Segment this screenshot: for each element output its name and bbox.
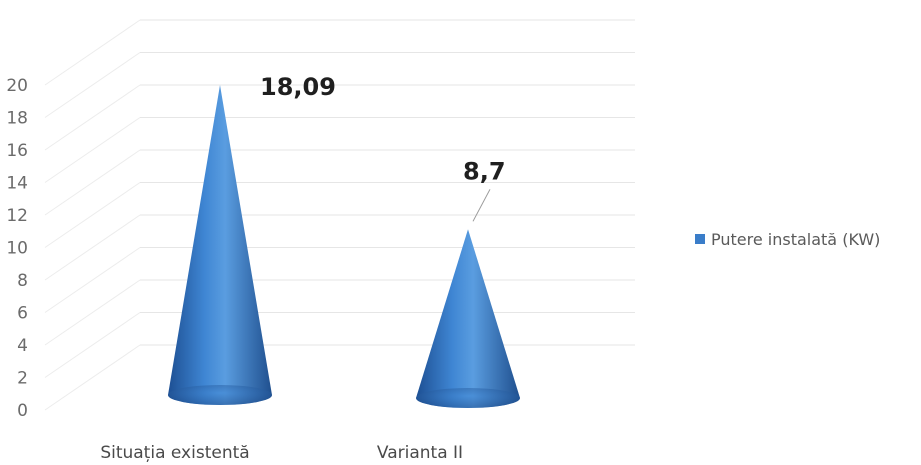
y-tick-label: 4 [17,336,28,356]
y-tick-label: 6 [17,304,28,324]
data-label: 18,09 [260,73,336,101]
gridline-depth [44,214,141,281]
gridline-depth [44,52,141,118]
y-tick-label: 16 [6,141,28,161]
gridline-depth [44,182,141,248]
gridline-depth [44,149,141,216]
cone-bar [168,85,272,405]
x-category-label: Situația existentă [100,443,249,463]
x-axis: Situația existentă Varianta II [100,443,463,463]
cones [168,85,520,408]
gridline-depth [44,84,141,151]
y-tick-label: 14 [6,174,28,194]
y-axis: 0 2 4 6 8 10 12 14 16 18 20 [6,76,28,421]
data-labels: 18,09 8,7 [260,73,506,222]
gridline-depth [44,312,141,378]
gridline-depth [44,19,141,86]
legend-label: Putere instalată (KW) [711,230,880,249]
cone-bar [416,229,520,408]
y-tick-label: 8 [17,271,28,291]
data-label: 8,7 [463,157,506,185]
x-category-label: Varianta II [377,443,463,463]
y-tick-label: 2 [17,369,28,389]
gridline-depth [44,344,141,411]
y-tick-label: 10 [6,239,28,259]
y-tick-label: 18 [6,109,28,129]
y-tick-label: 12 [6,206,28,226]
legend-swatch [695,234,705,244]
gridline-depth [44,279,141,346]
cone-base [168,385,272,405]
y-tick-label: 20 [6,76,28,96]
cone-body [168,85,272,405]
cone-body [416,229,520,408]
data-label-leader [472,189,491,222]
legend: Putere instalată (KW) [695,230,880,249]
y-tick-label: 0 [17,401,28,421]
gridline-depth [44,247,141,313]
gridlines [44,19,635,411]
cone-base [416,388,520,408]
gridline-depth [44,117,141,183]
